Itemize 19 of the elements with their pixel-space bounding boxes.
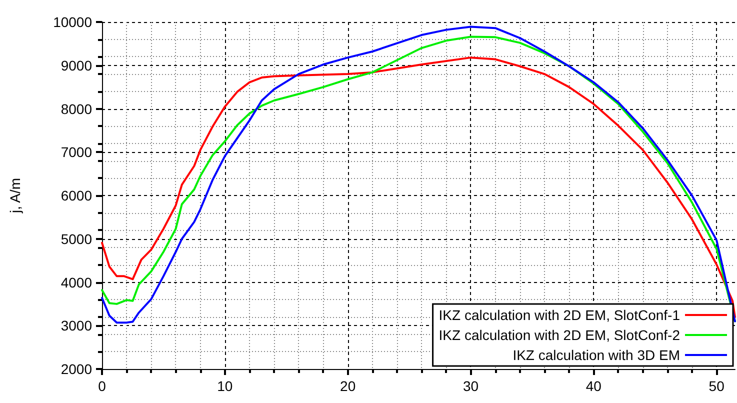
y-tick-label: 3000: [60, 318, 92, 334]
x-tick-label: 20: [340, 378, 356, 394]
y-tick-label: 4000: [60, 274, 92, 290]
y-tick-label: 6000: [60, 188, 92, 204]
y-tick-label: 9000: [60, 57, 92, 74]
x-tick-label: 40: [586, 378, 602, 394]
legend-label: IKZ calculation with 2D EM, SlotConf-2: [438, 327, 680, 343]
legend-label: IKZ calculation with 2D EM, SlotConf-1: [438, 307, 680, 323]
x-tick-label: 0: [98, 378, 106, 394]
y-axis-title: j, A/m: [7, 178, 23, 214]
legend-label: IKZ calculation with 3D EM: [512, 347, 680, 363]
x-tick-label: 30: [462, 378, 479, 394]
y-tick-label: 2000: [60, 361, 92, 377]
y-tick-label: 8000: [60, 100, 92, 117]
x-tick-label: 10: [217, 378, 233, 394]
y-tick-label: 7000: [60, 144, 92, 160]
x-tick-label: 50: [708, 378, 725, 394]
y-tick-label: 5000: [60, 230, 92, 247]
y-tick-label: 10000: [53, 14, 92, 30]
